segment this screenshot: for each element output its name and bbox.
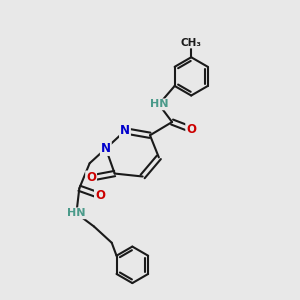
Text: CH₃: CH₃ [181, 38, 202, 47]
Text: O: O [186, 123, 196, 136]
Text: N: N [120, 124, 130, 137]
Text: HN: HN [150, 99, 168, 110]
Text: HN: HN [67, 208, 86, 218]
Text: O: O [95, 189, 105, 202]
Text: O: O [86, 172, 96, 184]
Text: N: N [101, 142, 111, 155]
